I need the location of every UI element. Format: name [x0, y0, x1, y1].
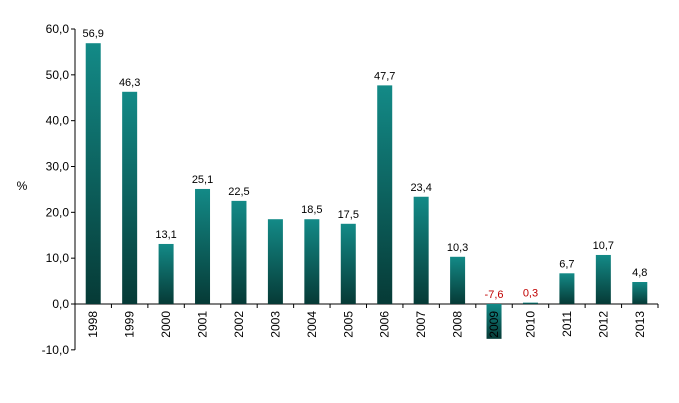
bars — [85, 43, 648, 339]
bar-2006 — [377, 85, 393, 304]
y-tick-label: 10,0 — [46, 251, 70, 265]
x-tick-label: 2002 — [232, 311, 246, 338]
data-label: 22,5 — [228, 186, 249, 198]
x-tick-label: 2012 — [596, 311, 610, 338]
y-axis-label: % — [17, 179, 28, 193]
bar-2004 — [304, 219, 320, 304]
y-tick-label: -10,0 — [42, 343, 70, 357]
data-label: 18,5 — [301, 204, 322, 216]
data-label: 46,3 — [119, 77, 140, 89]
data-label: 47,7 — [374, 70, 395, 82]
x-tick-label: 2006 — [378, 311, 392, 338]
bar-2009 — [486, 304, 502, 339]
x-tick-label: 2011 — [560, 311, 574, 337]
bar-2013 — [632, 282, 648, 304]
data-label: 56,9 — [83, 28, 104, 40]
data-label: 4,8 — [632, 267, 647, 279]
y-tick-label: 30,0 — [46, 160, 70, 174]
bar-1998 — [85, 43, 101, 304]
labels: 1998 56,9 1999 46,3 2000 13,1 2001 25,1 2002 22,5… — [83, 28, 648, 337]
bar-2005 — [340, 223, 356, 304]
bar-2008 — [450, 256, 466, 304]
data-label: 17,5 — [338, 209, 359, 221]
y-tick-label: 20,0 — [46, 205, 70, 219]
data-label: -7,6 — [485, 289, 504, 301]
bar-2012 — [595, 254, 611, 304]
x-tick-label: 2009 — [487, 311, 501, 338]
x-tick-label: 2004 — [305, 311, 319, 338]
data-label: 10,3 — [447, 242, 468, 254]
bar-2007 — [413, 196, 429, 304]
x-tick-label: 2005 — [341, 311, 355, 338]
x-tick-label: 1999 — [123, 311, 137, 338]
bar-1999 — [122, 91, 138, 305]
y-tick-label: 0,0 — [52, 297, 69, 311]
y-tick-label: 60,0 — [46, 22, 70, 36]
bar-2001 — [195, 188, 211, 304]
bar-2003 — [267, 219, 283, 304]
data-label: 25,1 — [192, 174, 213, 186]
x-tick-label: 2007 — [414, 311, 428, 338]
y-tick-label: 50,0 — [46, 68, 70, 82]
x-tick-label: 2000 — [159, 311, 173, 338]
x-tick-label: 2003 — [268, 311, 282, 338]
x-tick-label: 2008 — [451, 311, 465, 338]
data-label: 23,4 — [410, 182, 431, 194]
bar-2010 — [522, 302, 538, 304]
x-tick-label: 2010 — [523, 311, 537, 338]
data-label: 10,7 — [593, 240, 614, 252]
bar-2011 — [559, 273, 575, 304]
x-tick-label: 2001 — [196, 311, 210, 338]
y-tick-label: 40,0 — [46, 114, 70, 128]
bar-2002 — [231, 200, 247, 304]
bar-2000 — [158, 243, 174, 304]
data-label: 6,7 — [559, 258, 574, 270]
x-tick-label: 2013 — [633, 311, 647, 338]
data-label: 13,1 — [155, 229, 176, 241]
x-tick-label: 1998 — [86, 311, 100, 338]
data-label: 0,3 — [523, 288, 538, 300]
